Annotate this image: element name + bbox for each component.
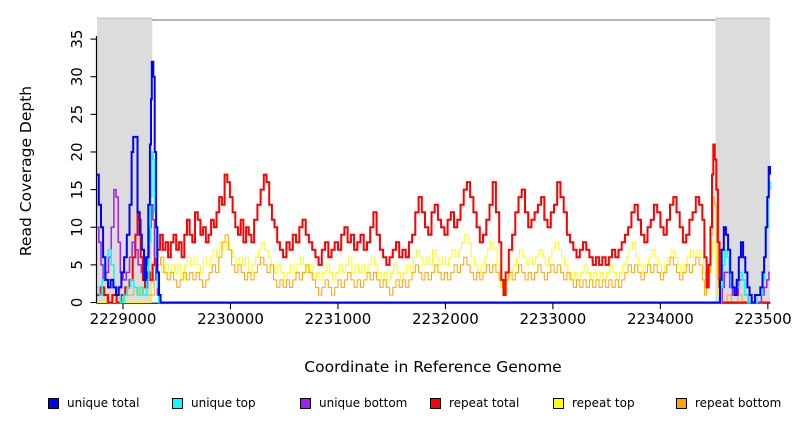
series-line-unique-total: [97, 60, 771, 304]
x-tick-label: 2230000: [197, 310, 264, 328]
y-tick-label: 5: [68, 260, 86, 270]
legend-swatch-unique-total: [48, 397, 59, 409]
legend-item-unique-bottom: unique bottom: [300, 394, 407, 412]
x-tick-label: 2229000: [90, 310, 157, 328]
series-line-unique-top: [97, 151, 771, 304]
x-tick-label: 2231000: [305, 310, 372, 328]
legend-label: repeat top: [572, 396, 635, 410]
legend-swatch-repeat-bottom: [676, 397, 687, 409]
y-tick-label: 20: [68, 142, 86, 161]
legend-label: unique total: [67, 396, 140, 410]
legend-swatch-unique-bottom: [300, 397, 311, 409]
legend-item-unique-top: unique top: [172, 394, 256, 412]
legend-item-repeat-top: repeat top: [553, 394, 635, 412]
legend-label: repeat bottom: [695, 396, 782, 410]
y-tick-label: 30: [68, 67, 86, 86]
legend-label: unique bottom: [319, 396, 408, 410]
y-tick-label: 35: [68, 30, 86, 49]
legend-item-repeat-bottom: repeat bottom: [676, 394, 781, 412]
y-tick-label: 0: [68, 298, 86, 308]
legend-swatch-unique-top: [172, 397, 183, 409]
series-line-repeat-bottom: [97, 196, 770, 303]
legend-item-repeat-total: repeat total: [430, 394, 519, 412]
x-tick-label: 2233000: [519, 310, 586, 328]
x-axis-title: Coordinate in Reference Genome: [304, 358, 561, 376]
y-axis-title: Read Coverage Depth: [17, 86, 35, 256]
x-tick-label: 2234000: [627, 310, 694, 328]
legend-item-unique-total: unique total: [48, 394, 139, 412]
legend-swatch-repeat-top: [553, 397, 564, 409]
legend-swatch-repeat-total: [430, 397, 441, 409]
series-line-repeat-top: [97, 234, 770, 303]
x-tick-label: 2232000: [412, 310, 479, 328]
y-tick-label: 10: [68, 218, 86, 237]
legend-label: unique top: [191, 396, 256, 410]
y-tick-label: 15: [68, 180, 86, 199]
y-tick-label: 25: [68, 105, 86, 124]
series-line-repeat-total: [97, 143, 770, 304]
chart-legend: unique total unique top unique bottom repea…: [0, 394, 792, 414]
right-gray-region: [715, 17, 770, 304]
legend-label: repeat total: [449, 396, 520, 410]
